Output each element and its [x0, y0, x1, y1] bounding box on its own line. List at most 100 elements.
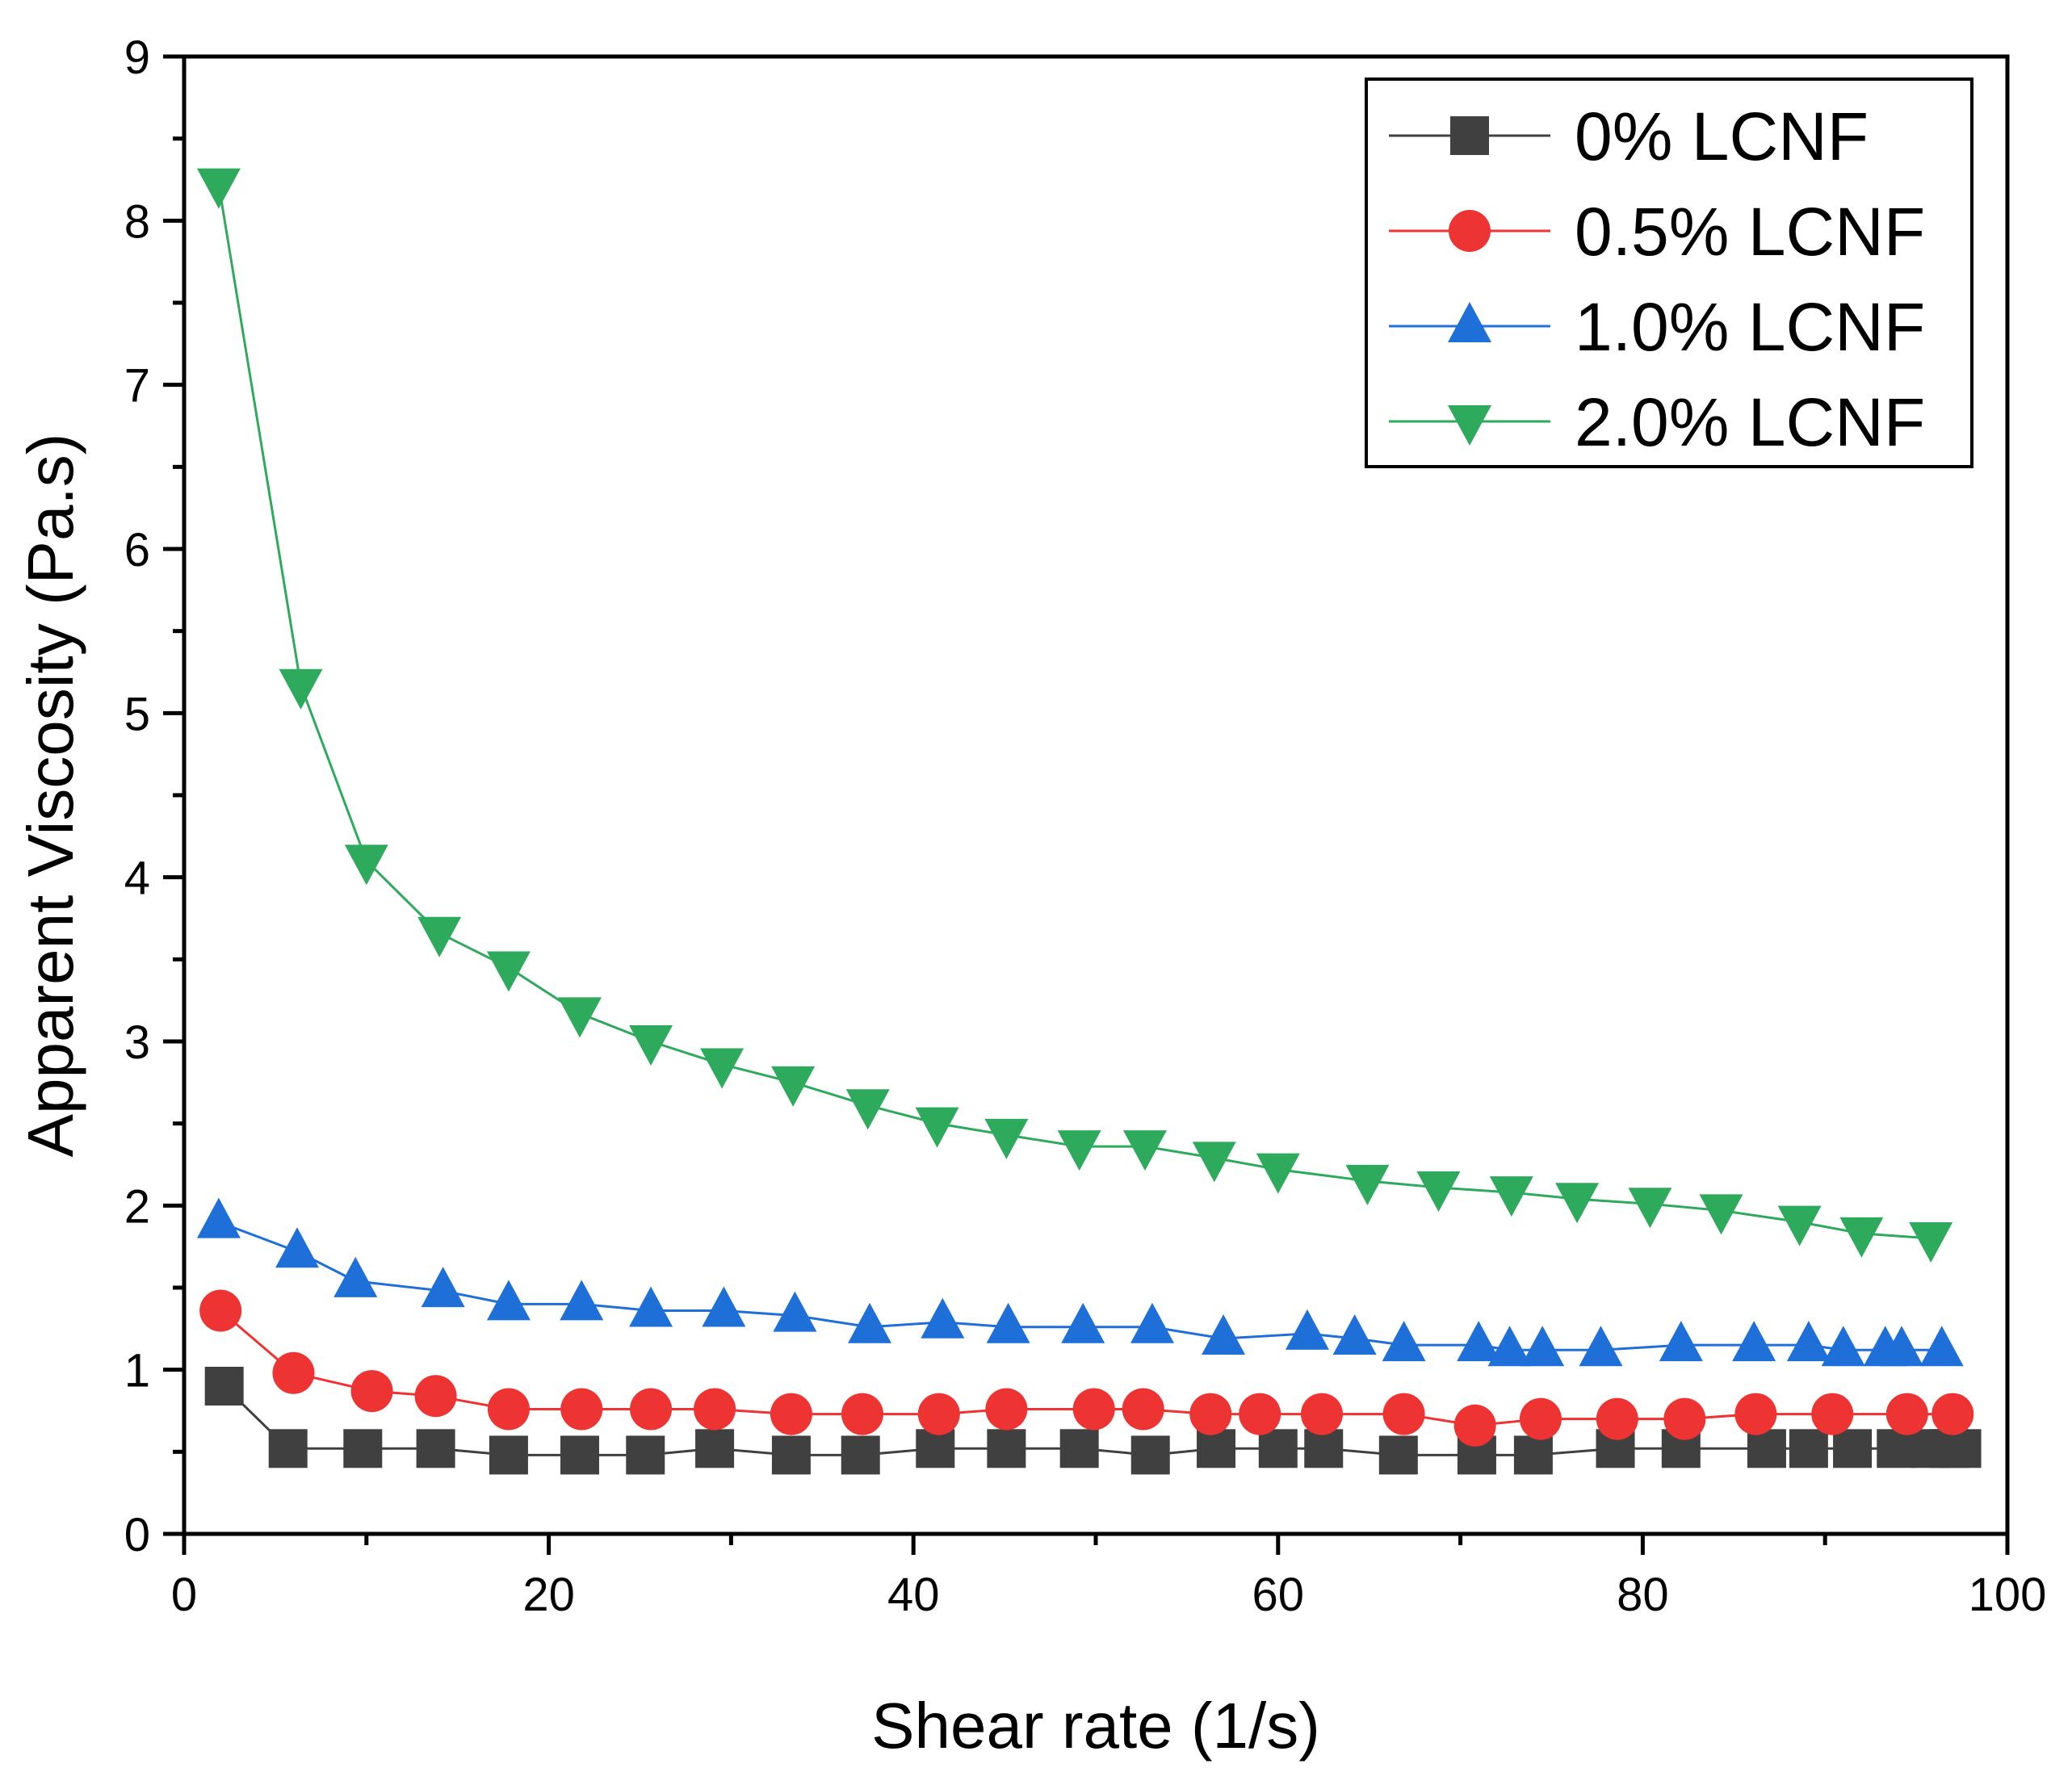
legend-marker [1448, 405, 1491, 446]
data-point [771, 1435, 811, 1475]
data-point [333, 1256, 378, 1297]
data-point [1197, 1429, 1236, 1468]
data-point [1059, 1429, 1099, 1468]
data-point [1777, 1205, 1822, 1246]
data-point [1747, 1429, 1786, 1468]
data-point [915, 1107, 959, 1148]
legend: 0% LCNF 0.5% LCNF 1.0% LCNF 2.0% LCNF [1365, 78, 1973, 468]
data-point [1332, 1314, 1377, 1355]
data-point [986, 1302, 1030, 1343]
data-point [344, 844, 388, 886]
data-point [841, 1393, 883, 1435]
data-point [1821, 1326, 1865, 1367]
data-point [1457, 1321, 1501, 1362]
data-point [702, 1286, 746, 1327]
series-3 [196, 168, 1953, 1263]
data-point [416, 1429, 455, 1468]
data-point [1734, 1393, 1777, 1435]
data-point [279, 668, 323, 710]
data-point [1839, 1217, 1884, 1258]
data-point [1931, 1393, 1974, 1435]
data-point [1122, 1388, 1164, 1431]
data-point [1596, 1397, 1638, 1440]
legend-label: 0.5% LCNF [1575, 194, 1925, 270]
data-point [557, 997, 602, 1038]
data-point [1122, 1130, 1167, 1171]
legend-label: 2.0% LCNF [1575, 384, 1925, 460]
legend-marker [1448, 302, 1491, 342]
data-point [350, 1370, 393, 1413]
data-point [1555, 1183, 1600, 1224]
data-point [1513, 1435, 1553, 1475]
data-point [845, 1089, 890, 1130]
data-point [487, 1388, 530, 1431]
data-point [984, 1118, 1029, 1159]
y-axis-label: Apparent Viscosity (Pa.s) [15, 434, 86, 1158]
data-point [1519, 1397, 1562, 1440]
y-tick-label: 9 [124, 31, 150, 84]
data-point [421, 1267, 465, 1308]
data-point [204, 1367, 244, 1406]
data-point [417, 916, 462, 957]
series-layer [196, 168, 1982, 1475]
legend-marker [1450, 116, 1489, 155]
data-point [268, 1429, 308, 1468]
series-2 [196, 1197, 1964, 1367]
data-point [1189, 1393, 1232, 1435]
data-point [1579, 1326, 1623, 1367]
data-point [1628, 1188, 1672, 1229]
y-tick-label: 8 [124, 195, 150, 248]
data-point [1699, 1194, 1743, 1235]
data-point [1130, 1302, 1174, 1343]
y-tick-label: 3 [124, 1016, 150, 1069]
data-point [272, 1351, 315, 1394]
data-point [343, 1429, 383, 1468]
y-tick-label: 4 [124, 853, 150, 905]
data-point [1919, 1326, 1964, 1367]
data-point [560, 1388, 603, 1431]
y-tick-label: 6 [124, 524, 150, 576]
data-point [486, 1280, 531, 1321]
data-point [1877, 1429, 1916, 1468]
data-point [985, 1388, 1028, 1431]
data-point [560, 1435, 599, 1475]
y-tick-label: 0 [124, 1509, 150, 1561]
data-point [1061, 1302, 1105, 1343]
data-point [196, 168, 241, 209]
x-tick-label: 60 [1252, 1569, 1305, 1621]
legend-item: 0% LCNF [1389, 98, 1869, 174]
data-point [1239, 1393, 1281, 1435]
series-0 [204, 1367, 1982, 1475]
legend-item: 1.0% LCNF [1389, 289, 1925, 365]
data-point [1057, 1130, 1101, 1171]
data-point [626, 1435, 665, 1475]
data-point [275, 1227, 319, 1268]
data-point [700, 1048, 744, 1089]
data-point [1663, 1397, 1706, 1440]
data-point [770, 1393, 812, 1435]
data-point [1345, 1164, 1390, 1205]
data-point [1256, 1153, 1300, 1194]
data-point [1416, 1171, 1461, 1212]
x-tick-label: 40 [887, 1569, 940, 1621]
data-point [1885, 1393, 1928, 1435]
data-point [196, 1197, 241, 1238]
legend-item: 2.0% LCNF [1389, 384, 1925, 460]
x-axis-label: Shear rate (1/s) [871, 1690, 1320, 1762]
y-tick-label: 5 [124, 688, 150, 740]
data-point [1909, 1222, 1953, 1263]
legend-item: 0.5% LCNF [1389, 194, 1925, 270]
data-point [1130, 1435, 1170, 1475]
series-1 [199, 1289, 1974, 1447]
data-point [694, 1388, 736, 1431]
x-tick-label: 80 [1617, 1569, 1669, 1621]
data-point [1659, 1321, 1703, 1362]
data-point [486, 951, 531, 992]
data-point [1833, 1429, 1873, 1468]
data-point [1382, 1321, 1426, 1362]
data-point [1382, 1393, 1425, 1435]
data-point [1880, 1326, 1924, 1367]
data-point [1942, 1429, 1982, 1468]
data-point [1378, 1435, 1418, 1475]
legend-marker [1449, 210, 1491, 252]
